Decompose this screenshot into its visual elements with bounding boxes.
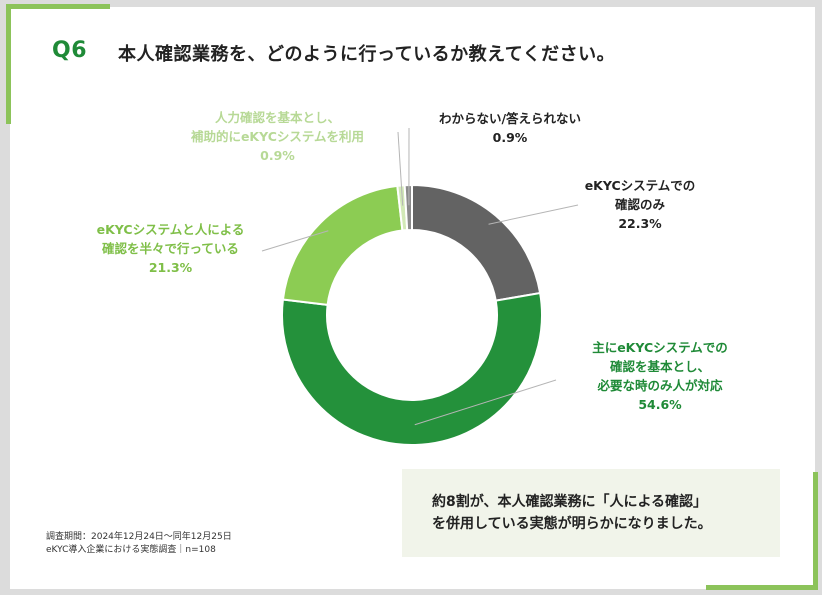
leader-line-1 <box>414 379 557 426</box>
survey-footnote: 調査期間：2024年12月24日～同年12月25日 eKYC導入企業における実態… <box>46 532 232 555</box>
label-ekyc-only: eKYCシステムでの 確認のみ 22.3% <box>584 178 696 231</box>
label-mainly-human: 人力確認を基本とし、 補助的にeKYCシステムを利用 0.9% <box>190 110 365 163</box>
label-unknown: わからない/答えられない 0.9% <box>438 111 582 145</box>
label-half-half: eKYCシステムと人による 確認を半々で行っている 21.3% <box>96 222 245 275</box>
summary-box <box>402 469 780 557</box>
corner-accent-right <box>813 472 818 590</box>
leader-line-2 <box>261 230 329 252</box>
question-number: Q6 <box>52 38 88 63</box>
summary-text: 約8割が、本人確認業務に「人による確認」 を併用している実態が明らかになりました… <box>432 494 712 532</box>
label-mainly-ekyc: 主にeKYCシステムでの 確認を基本とし、 必要な時のみ人が対応 54.6% <box>592 340 728 412</box>
corner-accent-left <box>6 4 11 124</box>
slice-mainly-ekyc <box>281 291 543 446</box>
slice-ekyc-only <box>411 183 542 302</box>
corner-accent-bottom-right <box>706 585 818 590</box>
leader-line-0 <box>488 204 579 225</box>
slice-unknown <box>403 183 413 232</box>
question-title: 本人確認業務を、どのように行っているか教えてください。 <box>118 44 616 65</box>
leader-line-3 <box>397 131 404 206</box>
corner-accent-top-left <box>10 4 110 9</box>
slice-half-half <box>281 184 404 306</box>
